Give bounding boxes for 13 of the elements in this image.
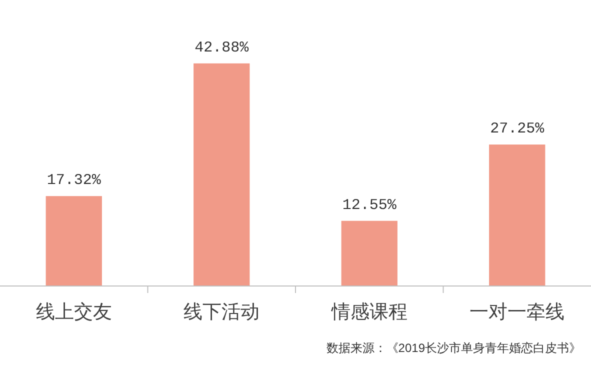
- data-label: 27.25%: [490, 120, 546, 138]
- x-tick-label: 情感课程: [330, 302, 408, 323]
- x-tick-label: 线下活动: [184, 302, 260, 323]
- x-tick-label: 一对一牵线: [470, 302, 565, 323]
- bar: [341, 220, 398, 286]
- data-label: 12.55%: [342, 196, 398, 214]
- bar: [489, 144, 546, 286]
- x-tick-label: 线上交友: [36, 301, 112, 323]
- data-label: 42.88%: [194, 39, 250, 56]
- bar: [46, 196, 102, 286]
- data-label: 17.32%: [46, 172, 102, 190]
- bar: [194, 63, 250, 286]
- source-note: 数据来源：《2019长沙市单身青年婚恋白皮书》: [326, 341, 581, 355]
